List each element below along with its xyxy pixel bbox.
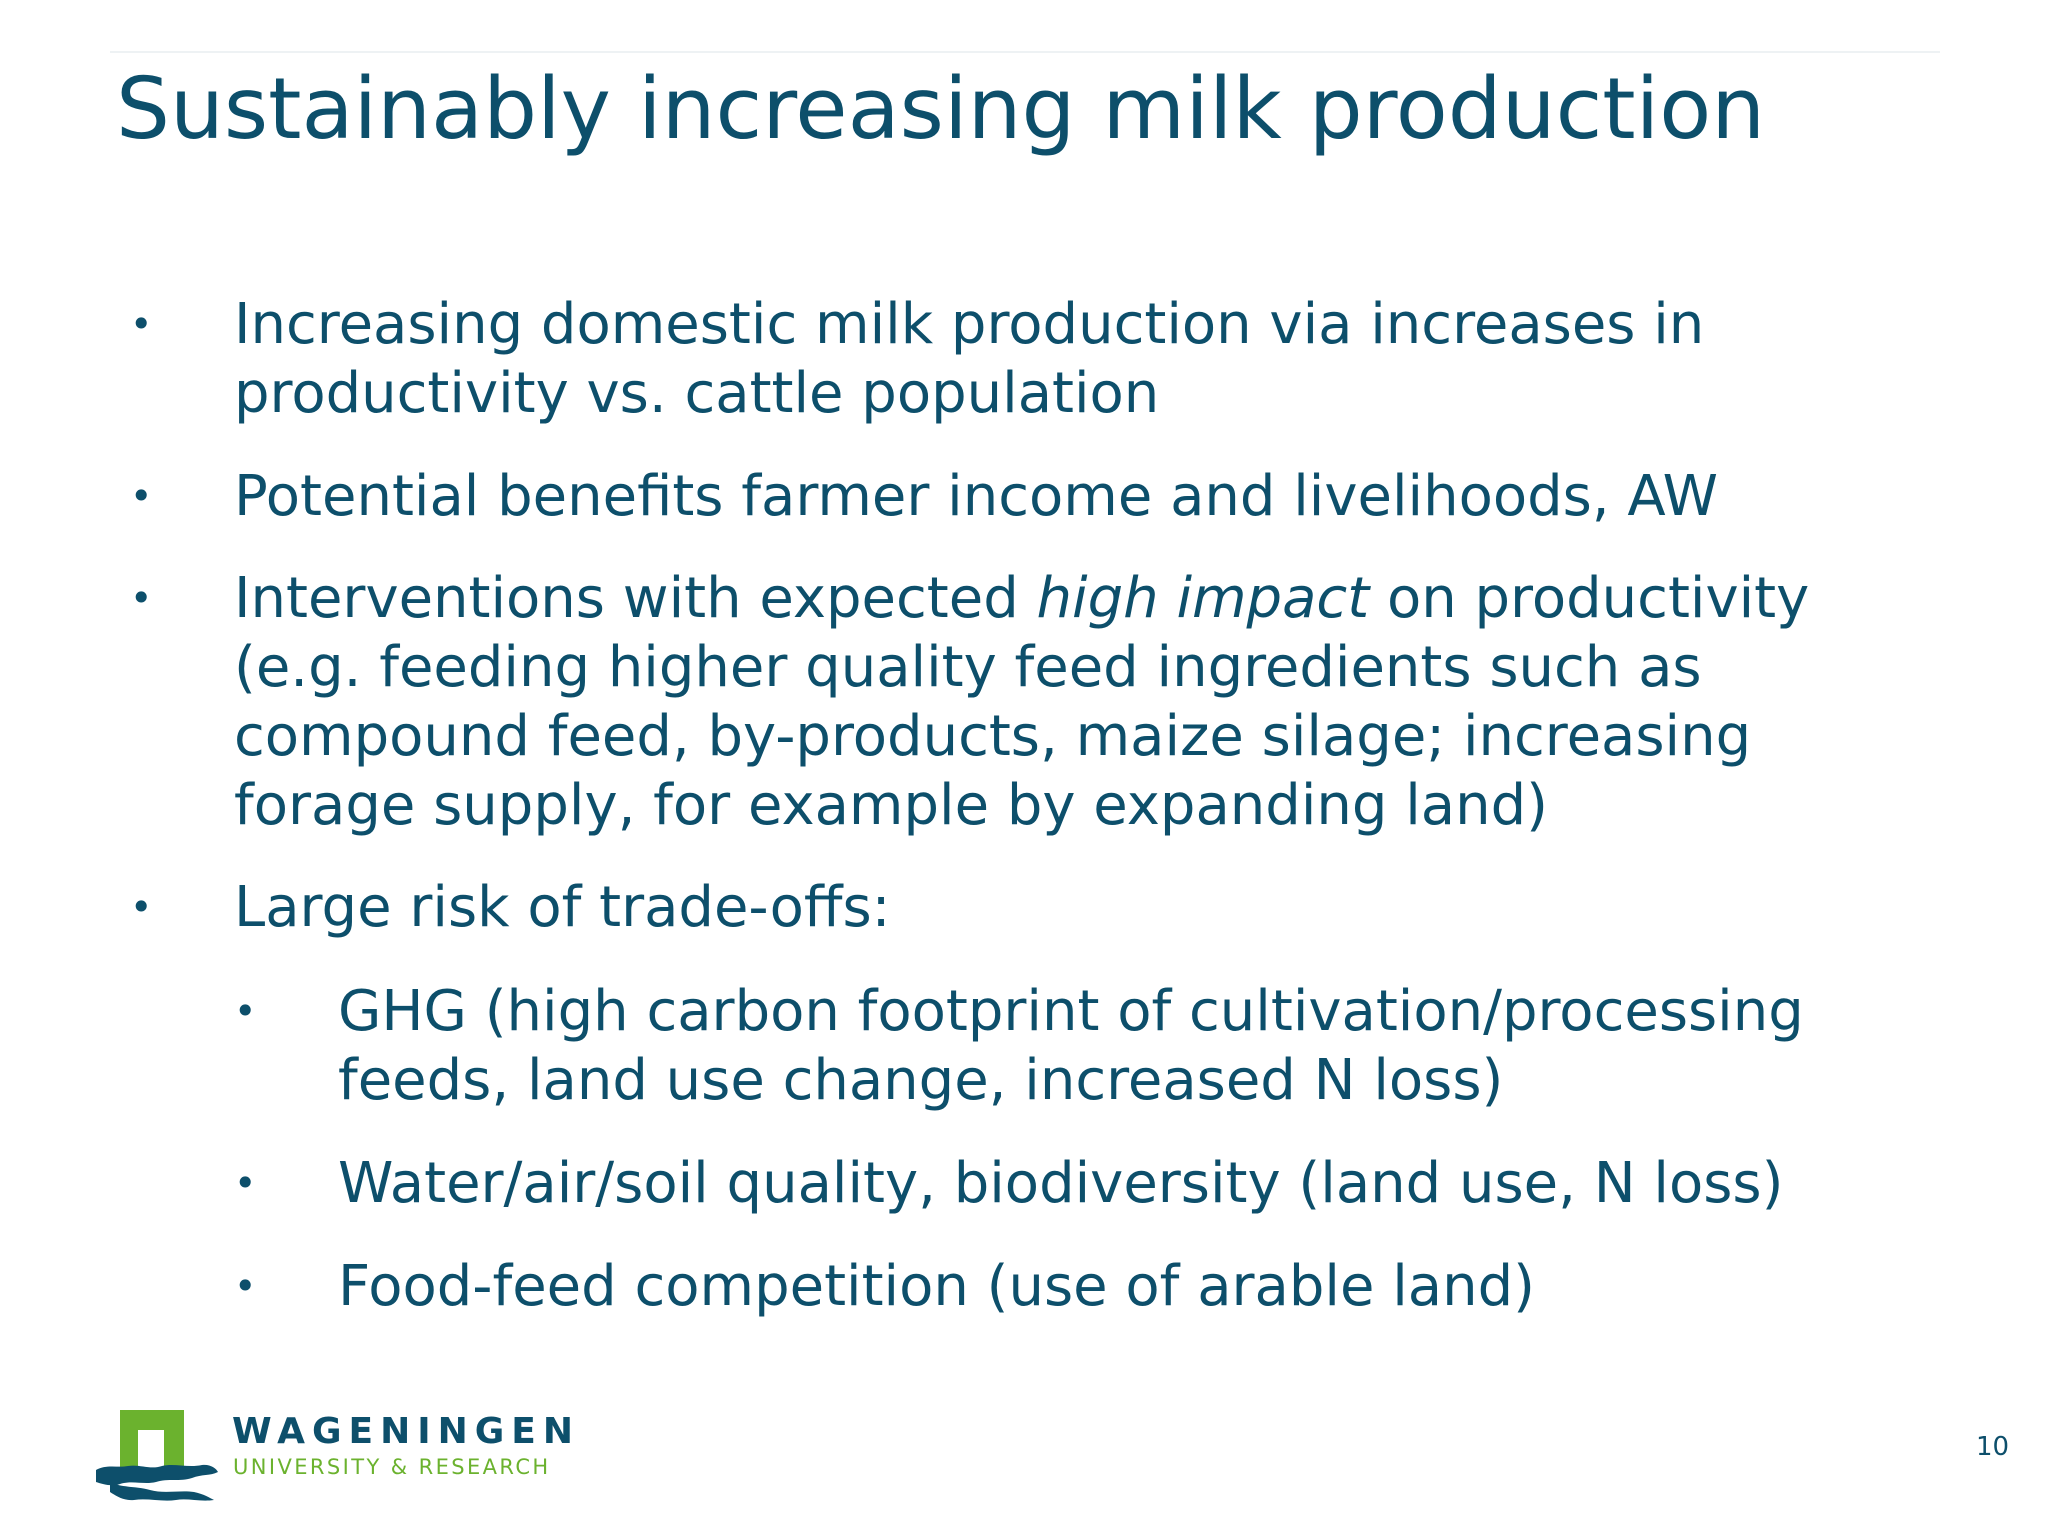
bullet-text-segment: on productivity (1369, 566, 1810, 631)
wageningen-logo-icon (96, 1410, 218, 1501)
bullet-text: Food-feed competition (use of arable lan… (338, 1252, 1938, 1321)
bullet-text: Large risk of trade-offs: (234, 873, 1914, 942)
bullet-text: Potential benefits farmer income and liv… (234, 462, 1914, 531)
bullet-line: Large risk of trade-offs: (234, 875, 891, 940)
logo-subtitle: UNIVERSITY & RESEARCH (233, 1455, 551, 1479)
bullet-text: Water/air/soil quality, biodiversity (la… (338, 1149, 1938, 1218)
bullet-line: (e.g. feeding higher quality feed ingred… (234, 635, 1702, 700)
bullet-marker: • (234, 1264, 257, 1308)
bullet-line: feeds, land use change, increased N loss… (338, 1048, 1504, 1113)
bullet-marker: • (234, 989, 257, 1033)
top-divider (110, 51, 1940, 53)
bullet-marker: • (130, 576, 153, 620)
bullet-text: Interventions with expected high impact … (234, 564, 1914, 840)
bullet-line: forage supply, for example by expanding … (234, 773, 1548, 838)
bullet-marker: • (130, 885, 153, 929)
logo-wave-base (96, 1464, 218, 1501)
bullet-marker: • (130, 474, 153, 518)
bullet-marker: • (130, 302, 153, 346)
logo-wordmark: WAGENINGEN (232, 1411, 581, 1452)
bullet-marker: • (234, 1161, 257, 1205)
bullet-line: Interventions with expected high impact … (234, 564, 1914, 633)
bullet-line: compound feed, by-products, maize silage… (234, 704, 1752, 769)
bullet-line: productivity vs. cattle population (234, 361, 1160, 426)
bullet-line: GHG (high carbon footprint of cultivatio… (338, 979, 1804, 1044)
logo-opening (138, 1430, 164, 1472)
emphasis-text: high impact (1036, 566, 1370, 631)
bullet-line: Increasing domestic milk production via … (234, 292, 1705, 357)
bullet-line: Food-feed competition (use of arable lan… (338, 1254, 1535, 1319)
bullet-text: Increasing domestic milk production via … (234, 290, 1914, 428)
bullet-text: GHG (high carbon footprint of cultivatio… (338, 977, 1938, 1115)
bullet-text-segment: Interventions with expected (234, 566, 1037, 631)
slide-title: Sustainably increasing milk production (116, 60, 1766, 159)
bullet-line: Water/air/soil quality, biodiversity (la… (338, 1151, 1784, 1216)
bullet-line: Potential benefits farmer income and liv… (234, 464, 1719, 529)
page-number: 10 (1976, 1432, 2010, 1462)
